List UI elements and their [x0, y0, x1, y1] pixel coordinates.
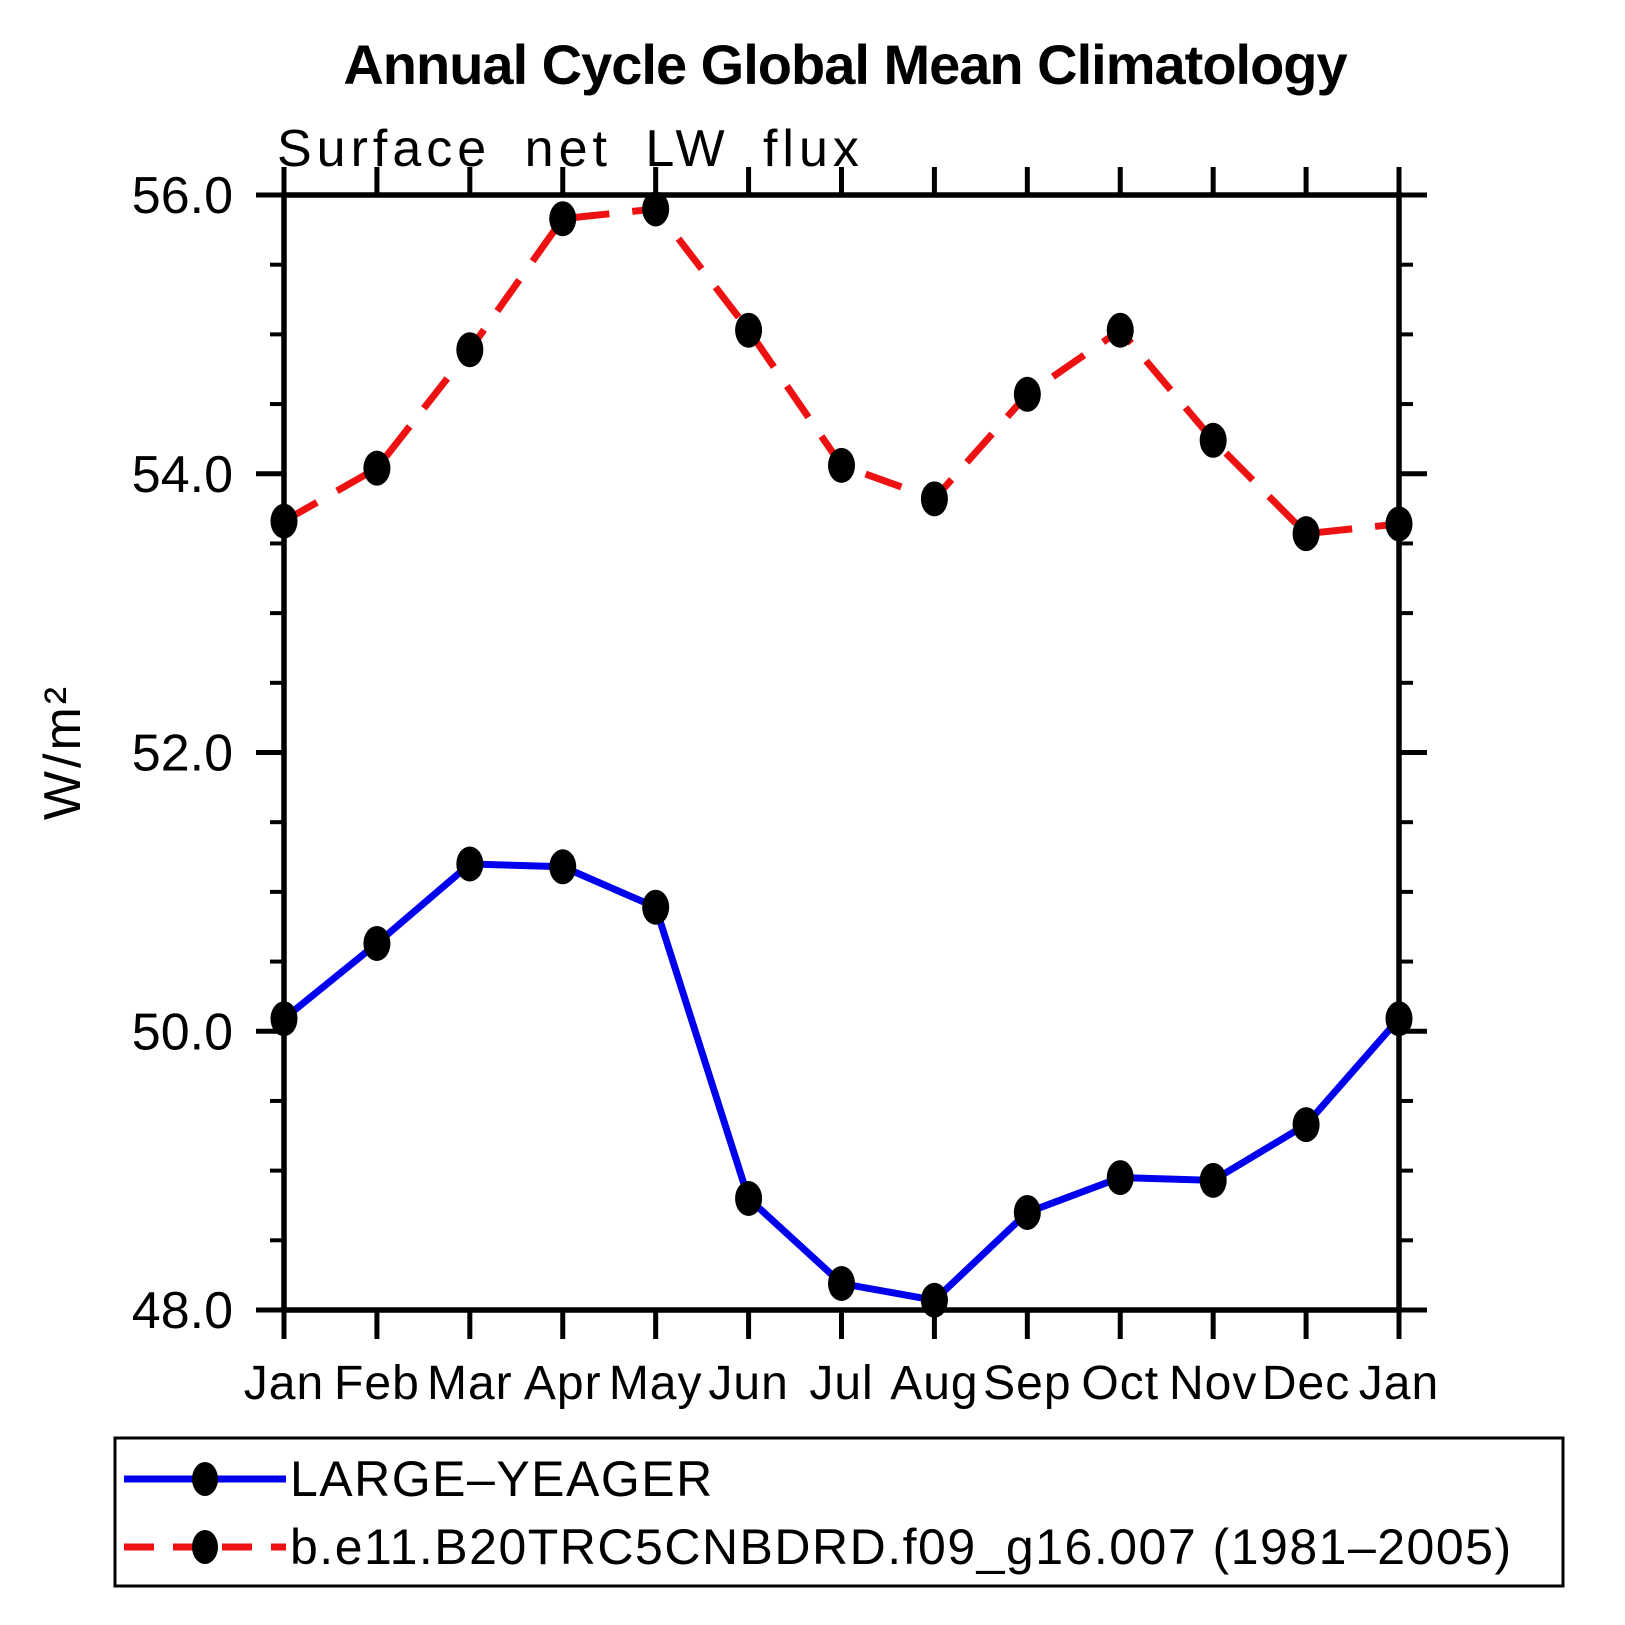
x-tick-label: Jun — [708, 1357, 788, 1410]
x-tick-label: Aug — [890, 1357, 978, 1410]
data-point-marker — [456, 332, 484, 368]
legend: LARGE–YEAGER b.e11.B20TRC5CNBDRD.f09_g16… — [113, 1436, 1565, 1588]
chart-subtitle: Surface net LW flux — [277, 120, 864, 178]
data-point-marker — [1292, 1107, 1320, 1143]
x-tick-label: May — [609, 1357, 703, 1410]
data-point-marker — [1106, 1160, 1134, 1196]
data-point-marker — [920, 1282, 948, 1318]
x-tick-label: Dec — [1262, 1357, 1350, 1410]
data-point-marker — [1385, 1001, 1413, 1037]
data-point-marker — [735, 1181, 763, 1216]
data-point-marker — [642, 889, 670, 925]
legend-marker-dot — [192, 1530, 218, 1564]
x-tick-label: Apr — [524, 1357, 602, 1410]
data-point-marker — [735, 312, 763, 348]
y-tick-label: 48.0 — [132, 1282, 233, 1340]
x-tick-label: Jan — [1359, 1357, 1439, 1410]
x-tick-labels: Jan Feb Mar Apr May Jun Jul Aug Sep Oct Nov Dec Jan — [244, 1357, 1439, 1410]
data-point-marker — [1385, 506, 1413, 542]
legend-label-large-yeager: LARGE–YEAGER — [290, 1451, 714, 1507]
x-tick-label: Oct — [1081, 1357, 1159, 1410]
data-point-marker — [1199, 1162, 1227, 1198]
data-point-marker — [920, 481, 948, 517]
legend-entry-model-run: b.e11.B20TRC5CNBDRD.f09_g16.007 (1981–20… — [124, 1519, 1513, 1575]
data-point-marker — [549, 201, 577, 237]
x-tick-label: Sep — [983, 1357, 1071, 1410]
y-tick-label: 52.0 — [132, 725, 233, 783]
y-axis-title: W/m² — [34, 684, 92, 820]
data-point-marker — [828, 447, 855, 483]
y-tick-labels: 56.0 54.0 52.0 50.0 48.0 — [132, 167, 233, 1340]
x-tick-label: Nov — [1169, 1357, 1257, 1410]
y-tick-label: 56.0 — [132, 167, 233, 225]
legend-entry-large-yeager: LARGE–YEAGER — [124, 1451, 714, 1507]
series-line-1 — [282, 205, 1400, 538]
x-tick-label: Feb — [334, 1357, 420, 1410]
data-point-marker — [270, 1001, 298, 1037]
legend-box — [113, 1436, 1565, 1588]
data-point-marker — [363, 450, 391, 486]
data-point-marker — [549, 849, 577, 885]
x-tick-label: Jul — [809, 1357, 873, 1410]
data-point-marker — [456, 846, 484, 882]
data-point-marker — [1199, 422, 1227, 458]
series-line-0 — [281, 860, 1402, 1305]
legend-label-model-run: b.e11.B20TRC5CNBDRD.f09_g16.007 (1981–20… — [290, 1519, 1513, 1575]
data-point-marker — [363, 925, 391, 961]
y-tick-label: 54.0 — [132, 446, 233, 504]
x-tick-label: Jan — [244, 1357, 324, 1410]
data-point-marker — [1013, 376, 1041, 412]
data-point-marker — [1292, 516, 1320, 552]
y-tick-label: 50.0 — [132, 1003, 233, 1061]
chart-title: Annual Cycle Global Mean Climatology — [343, 33, 1347, 96]
data-point-marker — [1106, 312, 1134, 348]
legend-marker-dot — [192, 1462, 218, 1496]
data-point-marker — [642, 191, 670, 227]
data-point-marker — [270, 503, 298, 539]
data-point-marker — [828, 1266, 855, 1302]
x-tick-label: Mar — [427, 1357, 513, 1410]
data-point-marker — [1013, 1194, 1041, 1230]
axes — [256, 167, 1427, 1339]
data-series — [270, 191, 1413, 1318]
